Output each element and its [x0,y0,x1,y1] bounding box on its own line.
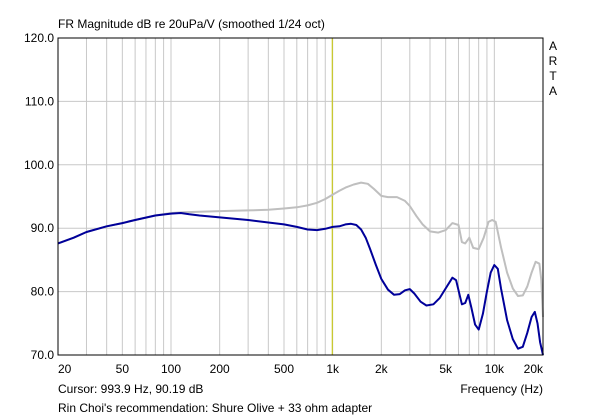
plot-area[interactable] [58,38,543,355]
curves [57,181,544,356]
series-line-1 [57,181,544,318]
x-tick-label: 20k [524,362,544,376]
y-tick-labels: 120.0 110.0 100.0 90.0 80.0 70.0 [24,31,54,362]
x-tick-label: 100 [161,362,181,376]
brand-letter: A [549,39,557,53]
x-tick-labels: 20 50 100 200 500 1k 2k 5k 10k 20k [58,362,544,376]
x-tick-label: 2k [375,362,389,376]
y-tick-label: 100.0 [24,158,54,172]
chart-title: FR Magnitude dB re 20uPa/V (smoothed 1/2… [58,17,325,31]
y-tick-label: 120.0 [24,31,54,45]
brand-letter: R [549,54,558,68]
cursor-readout: Cursor: 993.9 Hz, 90.19 dB [58,382,203,396]
x-tick-label: 20 [58,362,72,376]
x-tick-label: 1k [326,362,340,376]
x-tick-label: 10k [485,362,505,376]
brand-letter: T [549,69,557,83]
y-tick-label: 110.0 [25,94,54,108]
y-tick-label: 70.0 [31,348,55,362]
x-tick-label: 5k [439,362,453,376]
x-tick-label: 50 [116,362,130,376]
y-tick-label: 80.0 [31,285,55,299]
caption: Rin Choi's recommendation: Shure Olive +… [58,401,372,415]
x-tick-label: 200 [210,362,230,376]
brand-letter: A [549,84,557,98]
x-axis-label: Frequency (Hz) [460,382,543,396]
plot-frame [57,37,544,356]
y-tick-label: 90.0 [31,221,55,235]
series-line-2 [57,212,544,356]
x-tick-label: 500 [274,362,294,376]
